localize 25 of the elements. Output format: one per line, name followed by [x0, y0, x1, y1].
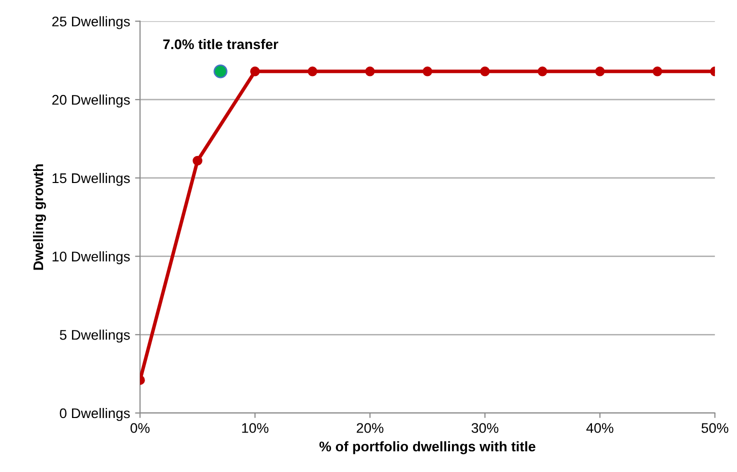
- point: [538, 66, 548, 76]
- y-tick-label: 10 Dwellings: [52, 251, 130, 264]
- x-tick-label: 50%: [702, 423, 728, 433]
- x-tick-label: 40%: [586, 423, 614, 433]
- x-axis-title: % of portfolio dwellings with title: [319, 441, 536, 454]
- x-tick-label: 0%: [130, 423, 150, 433]
- point: [250, 66, 260, 76]
- y-tick-label: 0 Dwellings: [60, 408, 130, 421]
- point: [652, 66, 662, 76]
- x-tick-label: 30%: [472, 423, 498, 433]
- y-tick-label: 20 Dwellings: [52, 94, 130, 108]
- y-tick-label: 15 Dwellings: [52, 172, 130, 186]
- point: [192, 156, 202, 166]
- point: [308, 66, 318, 76]
- point: [422, 66, 432, 76]
- y-tick-label: 5 Dwellings: [60, 330, 130, 343]
- x-tick-label: 20%: [356, 423, 384, 433]
- point: [365, 66, 375, 76]
- x-tick-label: 10%: [242, 423, 268, 433]
- point: [595, 66, 605, 76]
- y-tick-label: 25 Dwellings: [52, 16, 130, 30]
- y-axis-title: Dwelling growth: [33, 164, 46, 270]
- point: [214, 64, 228, 78]
- annotation: 7.0% title transfer: [163, 38, 278, 50]
- point: [480, 66, 490, 76]
